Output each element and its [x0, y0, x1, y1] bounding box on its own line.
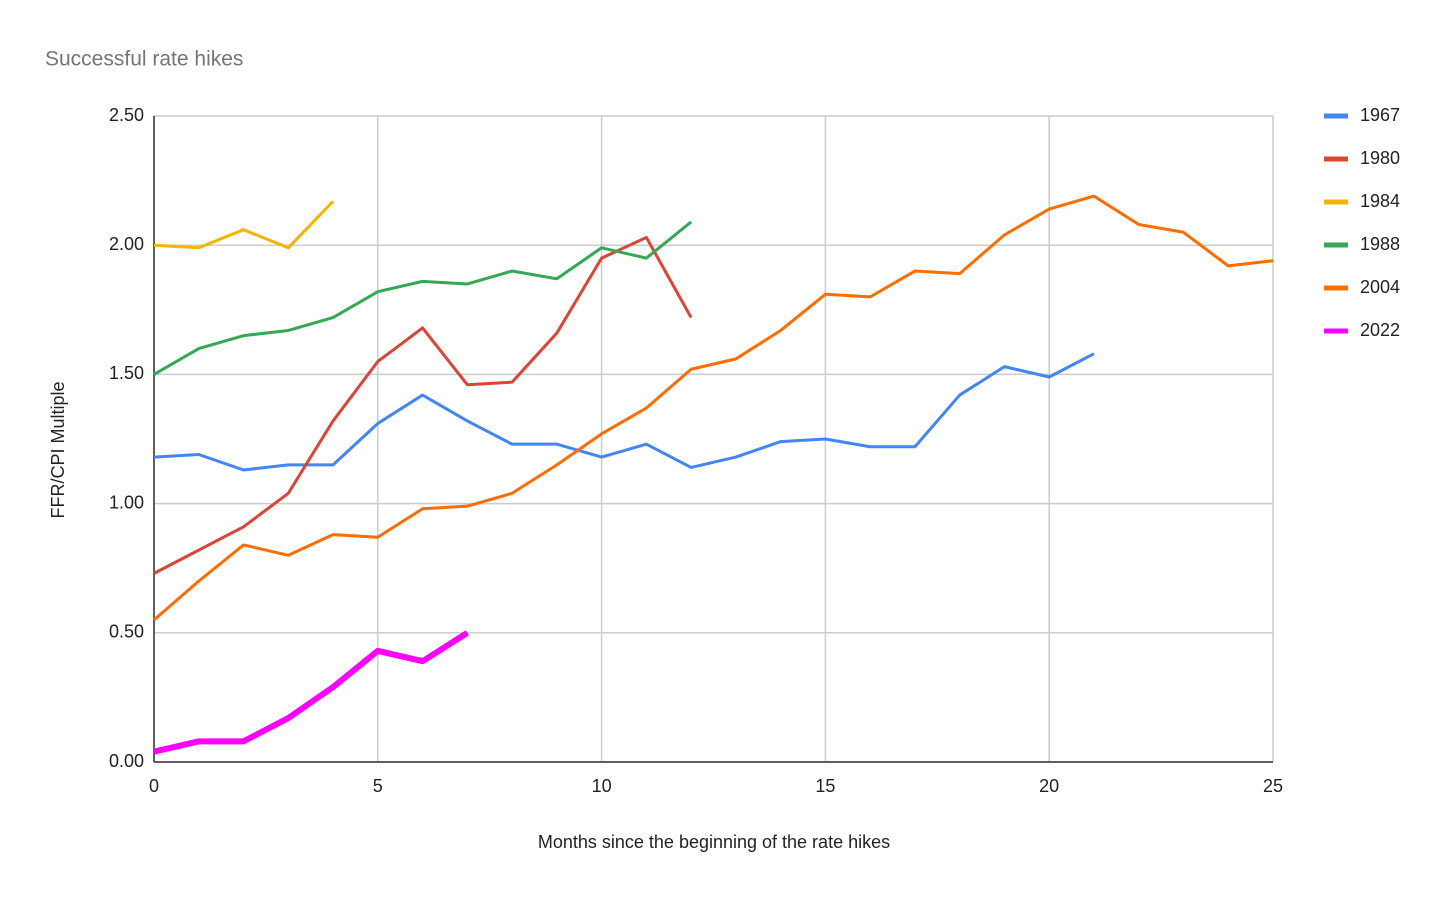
- series-line: [153, 630, 469, 755]
- y-tick-label: 1.50: [109, 363, 144, 383]
- y-axis-label: FFR/CPI Multiple: [48, 381, 68, 518]
- x-tick-label: 10: [592, 776, 612, 796]
- chart-title: Successful rate hikes: [45, 48, 243, 71]
- legend-label: 1980: [1360, 148, 1400, 168]
- y-tick-label: 2.00: [109, 234, 144, 254]
- y-tick-label: 1.00: [109, 492, 144, 512]
- x-tick-label: 20: [1039, 776, 1059, 796]
- legend-label: 2022: [1360, 320, 1400, 340]
- y-tick-label: 2.50: [109, 105, 144, 125]
- y-tick-label: 0.50: [109, 622, 144, 642]
- legend-label: 1988: [1360, 234, 1400, 254]
- series-line: [153, 352, 1095, 472]
- x-tick-label: 25: [1263, 776, 1283, 796]
- legend-label: 1984: [1360, 191, 1400, 211]
- x-axis-label: Months since the beginning of the rate h…: [538, 832, 890, 852]
- series-line: [153, 200, 335, 250]
- y-tick-label: 0.00: [109, 751, 144, 771]
- series-line: [153, 220, 693, 376]
- series-line: [153, 235, 693, 575]
- x-tick-label: 0: [149, 776, 159, 796]
- series-line: [153, 194, 1274, 622]
- legend-label: 2004: [1360, 277, 1400, 297]
- x-tick-label: 5: [373, 776, 383, 796]
- legend-label: 1967: [1360, 105, 1400, 125]
- x-tick-label: 15: [815, 776, 835, 796]
